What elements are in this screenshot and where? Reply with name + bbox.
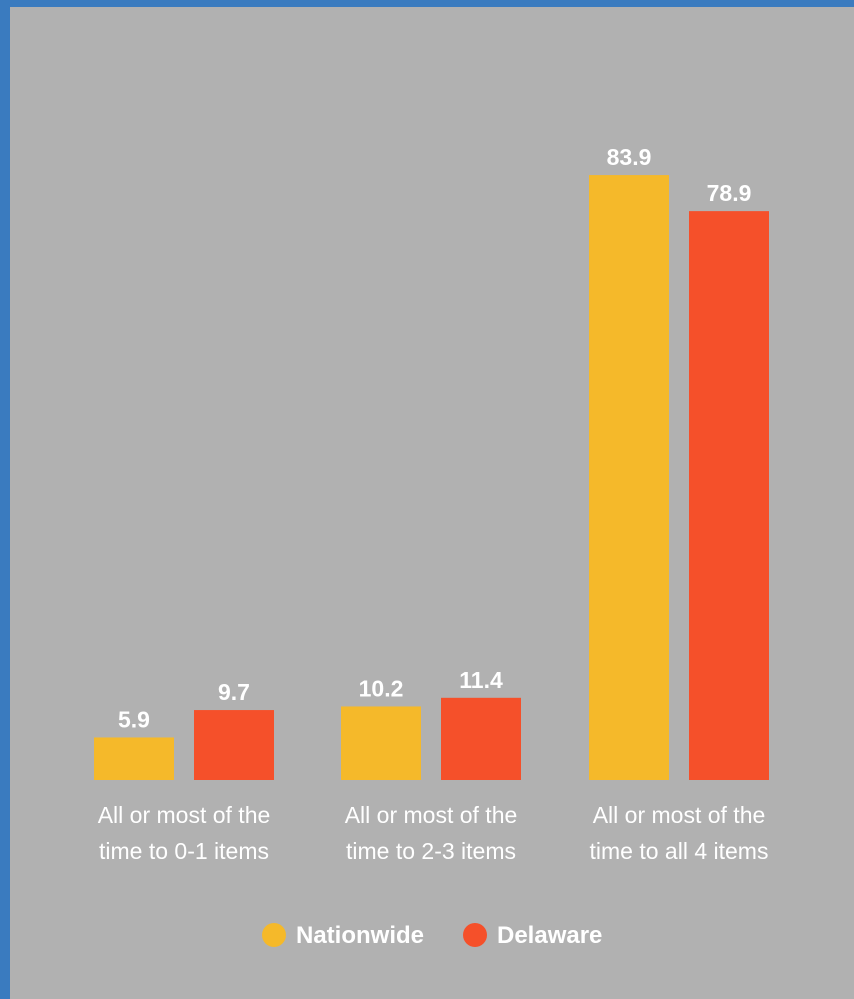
legend-swatch-delaware xyxy=(463,923,487,947)
bar-nationwide-2 xyxy=(341,706,421,780)
bar-delaware-3 xyxy=(689,211,769,781)
data-label-delaware-1: 9.7 xyxy=(218,679,250,705)
data-label-nationwide-1: 5.9 xyxy=(118,706,150,732)
data-label-nationwide-2: 10.2 xyxy=(359,675,404,701)
legend-swatch-nationwide xyxy=(262,923,286,947)
category-label-3-line-2: time to all 4 items xyxy=(590,838,769,864)
legend-label-delaware: Delaware xyxy=(497,922,602,949)
data-label-delaware-3: 78.9 xyxy=(707,180,752,206)
category-label-2-line-1: All or most of the xyxy=(345,802,518,828)
legend-label-nationwide: Nationwide xyxy=(296,922,424,949)
category-label-1-line-2: time to 0-1 items xyxy=(99,838,269,864)
bar-delaware-1 xyxy=(194,710,274,780)
bar-nationwide-3 xyxy=(589,175,669,780)
bar-delaware-2 xyxy=(441,697,521,780)
data-label-delaware-2: 11.4 xyxy=(459,667,503,693)
data-label-nationwide-3: 83.9 xyxy=(607,144,652,170)
category-label-3-line-1: All or most of the xyxy=(593,802,766,828)
bar-nationwide-1 xyxy=(94,737,174,780)
category-label-2-line-2: time to 2-3 items xyxy=(346,838,516,864)
category-label-1-line-1: All or most of the xyxy=(98,802,271,828)
